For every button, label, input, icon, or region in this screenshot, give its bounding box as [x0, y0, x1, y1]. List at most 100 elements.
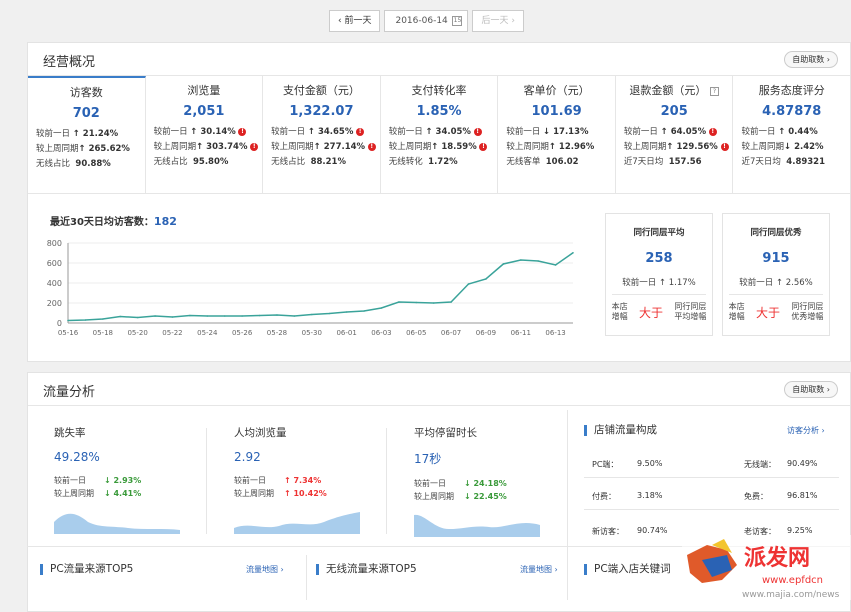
- data-point: [258, 314, 261, 317]
- data-point: [67, 319, 69, 322]
- traffic-day-compare: 较前一日 ↓ 2.93%: [54, 476, 142, 485]
- prev-day-button[interactable]: ‹ 前一天: [329, 10, 381, 32]
- composition-value: 3.18%: [637, 491, 663, 500]
- peer-best-title: 同行同层优秀: [750, 228, 802, 238]
- x-tick-label: 06-07: [441, 329, 461, 337]
- warning-icon: !: [356, 127, 365, 136]
- metric-name: 支付转化率: [411, 84, 467, 97]
- metric-name: 退款金额（元） ?: [624, 82, 733, 98]
- visitor-trend-chart: 0 200 400 600 800 05-16 05-18 05-20 05-22 05-24 05…: [47, 239, 574, 337]
- traffic-metric: 跳失率 49.28% 较前一日 ↓ 2.93% 较上周同期 ↓ 4.41%: [54, 425, 229, 537]
- data-point: [189, 314, 191, 317]
- data-point: [485, 278, 487, 280]
- overview-header: 经营概况 自助取数 ›: [28, 43, 850, 76]
- date-value: 2016-06-14: [395, 16, 448, 26]
- data-point: [171, 316, 174, 318]
- data-point: [136, 316, 139, 319]
- traffic-metric: 人均浏览量 2.92 较前一日 ↑ 7.34% 较上周同期 ↑ 10.42%: [234, 425, 409, 537]
- metric-day-compare: 较前一日 ↑ 21.24%: [36, 129, 119, 139]
- traffic-metric-name: 跳失率: [54, 427, 86, 439]
- y-tick-label: 200: [47, 299, 62, 308]
- composition-label: 老访客：: [744, 527, 776, 536]
- metric-value: 1,322.07: [289, 104, 354, 119]
- metric-wireless: 无线占比 90.88%: [36, 159, 111, 169]
- metric-value: 101.69: [531, 104, 582, 119]
- data-point: [502, 263, 505, 265]
- composition-label: 付费：: [592, 492, 616, 501]
- metric-card[interactable]: 浏览量 2,051 较前一日 ↑ 30.14% ! 较上周同期↑ 303.74% ! 无…: [146, 76, 264, 193]
- metric-name: 浏览量: [187, 84, 221, 97]
- metric-card[interactable]: 退款金额（元） ? 205 较前一日 ↑ 64.05% ! 较上周同期↑ 129.56…: [616, 76, 734, 193]
- data-point: [363, 310, 365, 312]
- composition-value: 90.49%: [787, 459, 818, 468]
- metric-name: 客单价（元）: [523, 84, 590, 97]
- metric-card[interactable]: 访客数 702 较前一日 ↑ 21.24% 较上周同期↑ 265.62% 无线占比 90…: [28, 76, 146, 193]
- divider: [206, 428, 207, 534]
- divider: [27, 546, 851, 547]
- peer-average-value: 258: [645, 251, 673, 266]
- self-fetch-button[interactable]: 自助取数 ›: [784, 51, 838, 68]
- peer-average-title: 同行同层平均: [633, 228, 685, 238]
- chart-title: 最近30天日均访客数：182: [50, 213, 177, 228]
- metric-card[interactable]: 客单价（元） 101.69 较前一日 ↓ 17.13% 较上周同期↑ 12.96% 无线…: [498, 76, 616, 193]
- data-point: [554, 264, 557, 266]
- greater-than-label: 大于: [638, 305, 663, 320]
- metric-wireless: 无线客单 106.02: [506, 157, 579, 167]
- data-point: [293, 315, 296, 317]
- data-point: [241, 315, 243, 317]
- data-point: [328, 312, 331, 315]
- pc-flow-map-link[interactable]: 流量地图 ›: [246, 565, 284, 574]
- metric-week-compare: 较上周同期↑ 12.96%: [506, 142, 595, 152]
- x-tick-label: 05-28: [267, 329, 287, 337]
- peer-growth-label: 同行同层 平均增幅: [674, 302, 707, 321]
- traffic-metric-name: 平均停留时长: [414, 427, 477, 439]
- metric-day-compare: 较前一日 ↑ 30.14% !: [154, 125, 263, 140]
- data-point: [206, 315, 209, 317]
- self-fetch-button[interactable]: 自助取数 ›: [784, 381, 838, 398]
- calendar-icon[interactable]: 15: [452, 16, 463, 26]
- greater-than-label: 大于: [755, 305, 780, 320]
- wireless-flow-map-link[interactable]: 流量地图 ›: [520, 565, 558, 574]
- composition-value: 9.50%: [637, 459, 663, 468]
- metric-wireless: 无线占比 95.80%: [153, 157, 229, 167]
- metric-value: 1.85%: [416, 104, 462, 119]
- data-point: [102, 318, 104, 320]
- data-point: [572, 252, 574, 254]
- composition-label: PC端：: [592, 460, 619, 469]
- watermark-brand: 派发网: [744, 545, 810, 571]
- traffic-metric-value: 2.92: [234, 450, 261, 464]
- y-tick-label: 800: [47, 239, 62, 248]
- date-picker[interactable]: 2016-06-14 15: [384, 10, 469, 32]
- data-point: [84, 319, 87, 321]
- data-point: [415, 301, 418, 304]
- pc-keywords-title: PC端入店关键词: [584, 564, 671, 575]
- metric-card[interactable]: 支付金额（元） 1,322.07 较前一日 ↑ 34.65% ! 较上周同期↑ 277…: [263, 76, 381, 193]
- x-tick-label: 06-13: [545, 329, 565, 337]
- traffic-day-compare: 较前一日 ↑ 7.34%: [234, 476, 322, 485]
- composition-value: 96.81%: [787, 491, 818, 500]
- divider: [612, 294, 706, 295]
- chart-title-label: 最近30天日均访客数：: [50, 217, 154, 228]
- watermark-url: www.epfdcn: [762, 575, 823, 586]
- data-point: [519, 259, 522, 261]
- divider: [567, 410, 568, 600]
- visitor-analysis-link[interactable]: 访客分析 ›: [787, 426, 825, 435]
- composition-label: 无线端：: [744, 460, 776, 469]
- help-icon[interactable]: ?: [709, 86, 719, 96]
- pc-source-title: PC流量来源TOP5: [40, 564, 133, 575]
- traffic-metric-name: 人均浏览量: [234, 427, 287, 439]
- watermark-url2: www.majia.com/news: [742, 590, 840, 600]
- metric-week-compare: 较上周同期↑ 277.14% !: [271, 140, 380, 155]
- peer-best-value: 915: [762, 251, 790, 266]
- composition-value: 90.74%: [637, 526, 668, 535]
- metric-day-compare: 较前一日 ↑ 34.65% !: [271, 125, 380, 140]
- x-tick-label: 06-01: [336, 329, 356, 337]
- metric-week-compare: 较上周同期↑ 303.74% !: [154, 140, 263, 155]
- metric-card[interactable]: 服务态度评分 4.87878 较前一日 ↑ 0.44% 较上周同期↓ 2.42% 近7天…: [733, 76, 850, 193]
- x-tick-label: 05-18: [93, 329, 113, 337]
- metric-card[interactable]: 支付转化率 1.85% 较前一日 ↑ 34.05% ! 较上周同期↑ 18.59% !…: [381, 76, 499, 193]
- x-tick-label: 06-05: [406, 329, 426, 337]
- divider: [584, 509, 839, 510]
- metric-cards: 访客数 702 较前一日 ↑ 21.24% 较上周同期↑ 265.62% 无线占比 90…: [28, 76, 850, 194]
- metric-value: 4.87878: [762, 104, 822, 119]
